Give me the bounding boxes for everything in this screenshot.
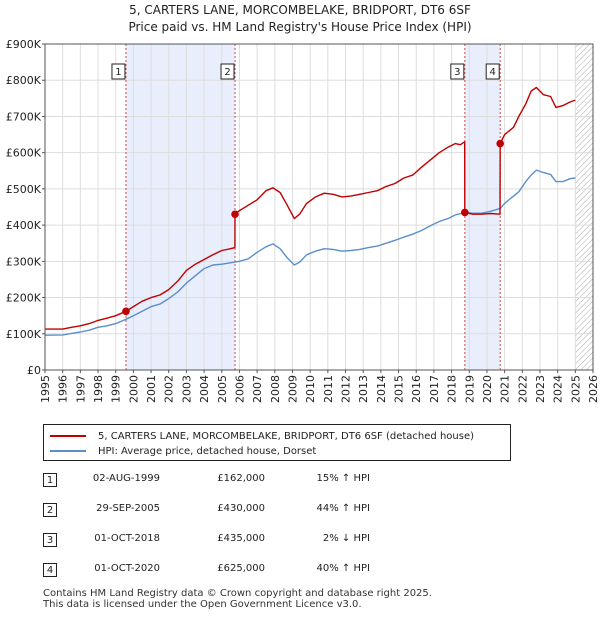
table-row: 3 01-OCT-2018 £435,000 2% ↓ HPI: [0, 532, 600, 552]
series-line: [44, 169, 576, 336]
legend-swatch-blue: [50, 450, 86, 452]
legend-label-property: 5, CARTERS LANE, MORCOMBELAKE, BRIDPORT,…: [98, 430, 475, 442]
y-tick-label: £500K: [6, 183, 42, 196]
x-tick-label: 2019: [463, 375, 476, 403]
x-tick-label: 2020: [481, 375, 494, 403]
table-row: 1 02-AUG-1999 £162,000 15% ↑ HPI: [0, 472, 600, 492]
x-tick-label: 2006: [233, 375, 246, 403]
row-date: 29-SEP-2005: [96, 503, 160, 514]
x-tick-label: 2004: [198, 375, 211, 403]
chart-title: 5, CARTERS LANE, MORCOMBELAKE, BRIDPORT,…: [0, 2, 600, 36]
shaded-period: [125, 44, 236, 370]
title-line-2: Price paid vs. HM Land Registry's House …: [128, 20, 472, 34]
y-tick-label: £200K: [6, 292, 42, 305]
sale-point: [231, 210, 239, 219]
x-tick-label: 2001: [145, 375, 158, 403]
y-tick-label: £0: [27, 364, 41, 377]
sale-point: [496, 139, 504, 148]
y-tick-label: £800K: [6, 74, 42, 87]
legend-item-property: 5, CARTERS LANE, MORCOMBELAKE, BRIDPORT,…: [50, 429, 474, 443]
sale-label-box: [450, 63, 465, 80]
x-tick-label: 1997: [74, 375, 87, 403]
legend-item-hpi: HPI: Average price, detached house, Dors…: [50, 444, 316, 458]
y-tick-label: £900K: [6, 38, 42, 51]
plot-frame: [44, 43, 594, 371]
x-tick-label: 2002: [163, 375, 176, 403]
y-tick-label: £700K: [6, 110, 42, 123]
sale-point: [122, 307, 130, 316]
row-date: 01-OCT-2018: [94, 533, 160, 544]
x-tick-label: 2022: [516, 375, 529, 403]
table-row: 2 29-SEP-2005 £430,000 44% ↑ HPI: [0, 502, 600, 522]
x-tick-label: 1999: [110, 375, 123, 403]
sale-label: 4: [490, 67, 496, 78]
table-row: 4 01-OCT-2020 £625,000 40% ↑ HPI: [0, 562, 600, 582]
row-date: 01-OCT-2020: [94, 563, 160, 574]
shaded-period: [464, 44, 501, 370]
x-tick-label: 2013: [357, 375, 370, 403]
row-hpi: 15% ↑ HPI: [316, 473, 370, 484]
row-date: 02-AUG-1999: [92, 473, 160, 484]
x-tick-label: 2015: [393, 375, 406, 403]
sale-label-box: [111, 63, 126, 80]
row-price: £430,000: [217, 503, 265, 514]
x-tick-label: 1995: [39, 375, 52, 403]
chart-legend: 5, CARTERS LANE, MORCOMBELAKE, BRIDPORT,…: [43, 424, 511, 461]
x-tick-label: 2023: [534, 375, 547, 403]
x-tick-label: 2016: [410, 375, 423, 403]
row-hpi: 40% ↑ HPI: [316, 563, 370, 574]
series-line: [45, 86, 576, 330]
hatch-region: [575, 44, 593, 370]
row-hpi: 2% ↓ HPI: [322, 533, 370, 544]
y-tick-label: £400K: [6, 219, 42, 232]
sale-label: 3: [454, 67, 460, 78]
x-tick-label: 2012: [340, 375, 353, 403]
row-price: £162,000: [217, 473, 265, 484]
x-tick-label: 2025: [569, 375, 582, 403]
x-tick-label: 2011: [322, 375, 335, 403]
x-tick-label: 1996: [57, 375, 70, 403]
x-tick-label: 2009: [286, 375, 299, 403]
sale-label-box: [220, 63, 235, 80]
row-number-badge: 1: [43, 473, 57, 487]
x-tick-label: 1998: [92, 375, 105, 403]
x-tick-label: 2017: [428, 375, 441, 403]
x-tick-label: 2007: [251, 375, 264, 403]
x-tick-label: 2010: [304, 375, 317, 403]
x-tick-label: 2008: [269, 375, 282, 403]
x-tick-label: 2000: [127, 375, 140, 403]
row-number-badge: 2: [43, 503, 57, 517]
row-price: £435,000: [217, 533, 265, 544]
x-tick-label: 2005: [216, 375, 229, 403]
x-tick-label: 2003: [180, 375, 193, 403]
legend-label-hpi: HPI: Average price, detached house, Dors…: [98, 445, 317, 457]
x-tick-label: 2021: [499, 375, 512, 403]
row-price: £625,000: [217, 563, 265, 574]
footer-attribution: Contains HM Land Registry data © Crown c…: [43, 588, 432, 610]
footer-line-2: This data is licensed under the Open Gov…: [43, 599, 362, 610]
sale-label: 2: [224, 67, 230, 78]
x-tick-label: 2018: [446, 375, 459, 403]
y-tick-label: £100K: [6, 328, 42, 341]
x-tick-label: 2024: [552, 375, 565, 403]
y-tick-label: £300K: [6, 255, 42, 268]
sale-point: [461, 208, 469, 217]
x-tick-label: 2026: [587, 375, 600, 403]
sale-label-box: [485, 63, 500, 80]
y-tick-label: £600K: [6, 147, 42, 160]
sale-label: 1: [115, 67, 121, 78]
title-line-1: 5, CARTERS LANE, MORCOMBELAKE, BRIDPORT,…: [129, 3, 471, 17]
legend-swatch-red: [50, 435, 86, 437]
row-hpi: 44% ↑ HPI: [316, 503, 370, 514]
row-number-badge: 4: [43, 563, 57, 577]
price-chart: 1 2 3 4 £0 £100K £200K £300K £400K £500K £600K £70…: [6, 38, 600, 403]
row-number-badge: 3: [43, 533, 57, 547]
x-tick-label: 2014: [375, 375, 388, 403]
footer-line-1: Contains HM Land Registry data © Crown c…: [43, 588, 432, 599]
